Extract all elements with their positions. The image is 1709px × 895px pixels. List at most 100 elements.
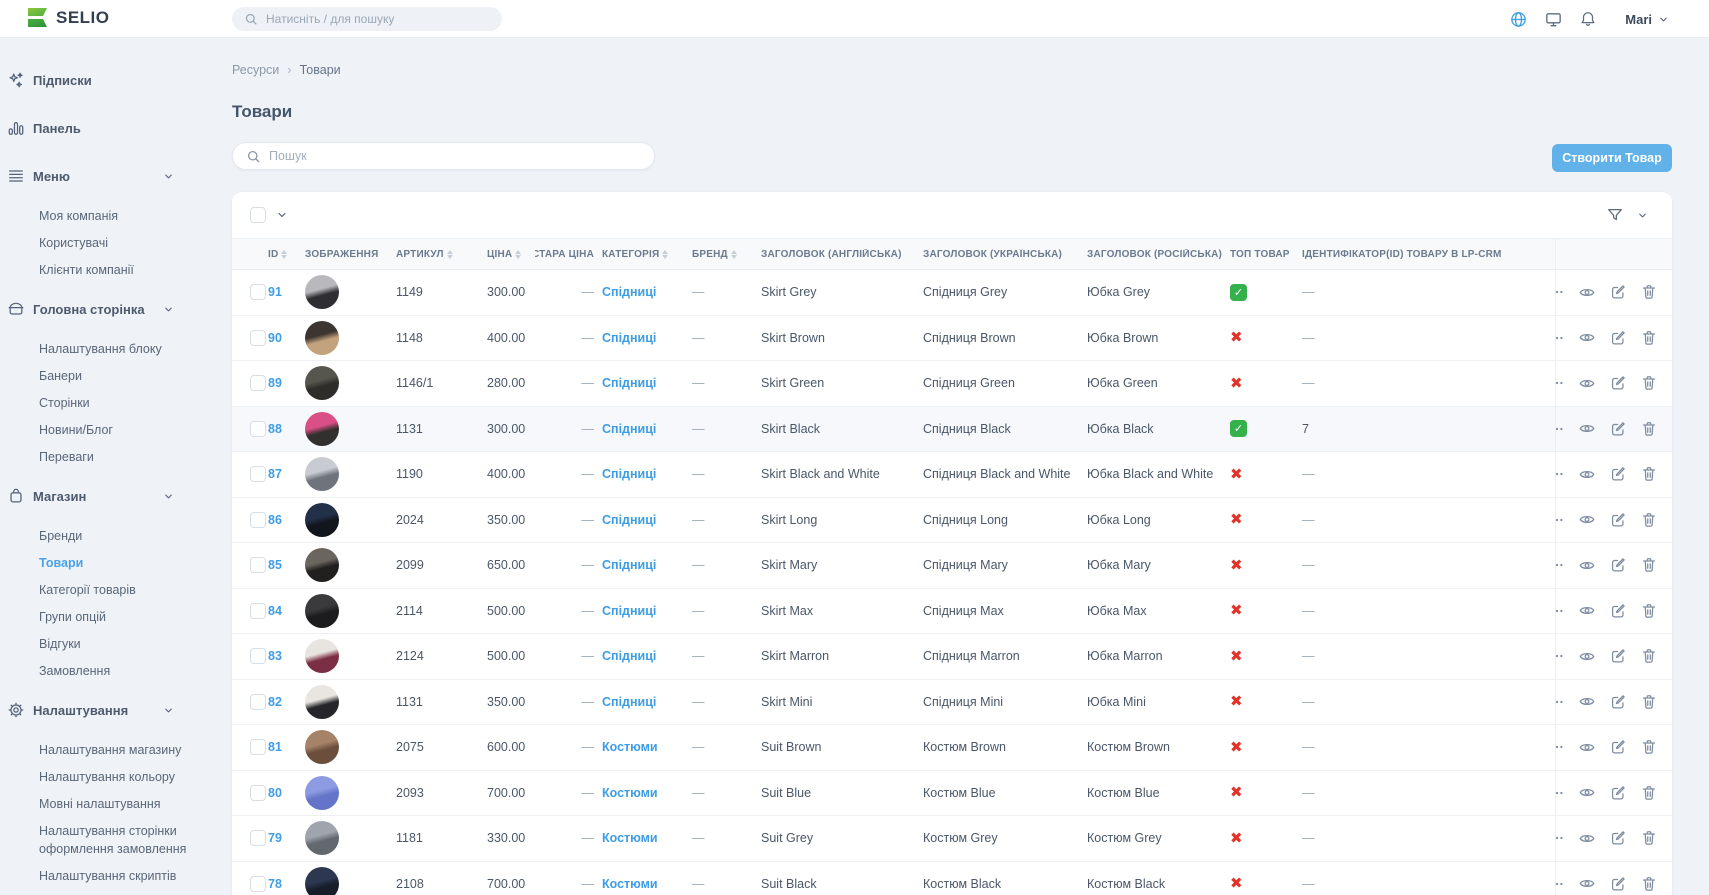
product-id-link[interactable]: 89	[268, 376, 282, 391]
sort-icon[interactable]	[281, 249, 288, 259]
delete-button[interactable]	[1640, 602, 1658, 620]
sidebar-subitem-option-groups[interactable]: Групи опцій	[6, 608, 191, 626]
sidebar-subitem-banners[interactable]: Банери	[6, 367, 191, 385]
product-category-link[interactable]: Спідниці	[602, 467, 657, 482]
more-actions-button[interactable]	[1556, 374, 1565, 392]
more-actions-button[interactable]	[1556, 602, 1565, 620]
product-category-link[interactable]: Спідниці	[602, 603, 657, 618]
more-actions-button[interactable]	[1556, 875, 1565, 893]
sidebar-subitem-benefits[interactable]: Переваги	[6, 448, 191, 466]
sidebar-subitem-my-company[interactable]: Моя компанія	[6, 207, 191, 225]
sidebar-subitem-shop-settings[interactable]: Налаштування магазину	[6, 741, 191, 759]
sidebar-item-shop[interactable]: Магазин	[6, 479, 210, 513]
row-checkbox[interactable]	[250, 466, 266, 483]
product-id-link[interactable]: 83	[268, 649, 282, 664]
sidebar-subitem-script-settings[interactable]: Налаштування скриптів	[6, 867, 191, 885]
edit-button[interactable]	[1609, 602, 1627, 620]
column-header-3[interactable]: АРТИКУЛ	[394, 249, 485, 260]
sidebar-subitem-users[interactable]: Користувачі	[6, 234, 191, 252]
brand-logo[interactable]: SELIO	[27, 7, 110, 28]
row-checkbox[interactable]	[250, 329, 266, 346]
product-id-link[interactable]: 80	[268, 785, 282, 800]
delete-button[interactable]	[1640, 556, 1658, 574]
delete-button[interactable]	[1640, 693, 1658, 711]
edit-button[interactable]	[1609, 829, 1627, 847]
global-search-input[interactable]: Натисніть / для пошуку	[232, 7, 502, 31]
select-actions-chevron-icon[interactable]	[276, 209, 288, 221]
more-actions-button[interactable]	[1556, 420, 1565, 438]
view-button[interactable]	[1578, 420, 1596, 438]
row-checkbox[interactable]	[250, 557, 266, 574]
view-button[interactable]	[1578, 329, 1596, 347]
filter-chevron-icon[interactable]	[1637, 210, 1648, 221]
column-header-6[interactable]: КАТЕГОРІЯ	[598, 249, 685, 260]
sidebar-subitem-products[interactable]: Товари	[6, 554, 191, 572]
view-button[interactable]	[1578, 556, 1596, 574]
column-header-1[interactable]: ID	[268, 249, 302, 260]
product-category-link[interactable]: Костюми	[602, 876, 658, 891]
column-header-4[interactable]: ЦІНА	[485, 249, 535, 260]
column-header-7[interactable]: БРЕНД	[685, 249, 757, 260]
view-button[interactable]	[1578, 693, 1596, 711]
more-actions-button[interactable]	[1556, 784, 1565, 802]
sidebar-item-subscriptions[interactable]: Підписки	[6, 63, 210, 97]
sort-icon[interactable]	[730, 249, 737, 259]
more-actions-button[interactable]	[1556, 465, 1565, 483]
sort-icon[interactable]	[446, 249, 453, 259]
row-checkbox[interactable]	[250, 648, 266, 665]
view-button[interactable]	[1578, 875, 1596, 893]
edit-button[interactable]	[1609, 647, 1627, 665]
view-button[interactable]	[1578, 784, 1596, 802]
sidebar-item-dashboard[interactable]: Панель	[6, 111, 210, 145]
more-actions-button[interactable]	[1556, 693, 1565, 711]
delete-button[interactable]	[1640, 647, 1658, 665]
row-checkbox[interactable]	[250, 739, 266, 756]
sidebar-subitem-brands[interactable]: Бренди	[6, 527, 191, 545]
view-button[interactable]	[1578, 738, 1596, 756]
edit-button[interactable]	[1609, 511, 1627, 529]
row-checkbox[interactable]	[250, 511, 266, 528]
edit-button[interactable]	[1609, 738, 1627, 756]
row-checkbox[interactable]	[250, 693, 266, 710]
edit-button[interactable]	[1609, 420, 1627, 438]
select-all-checkbox[interactable]	[250, 207, 266, 223]
product-id-link[interactable]: 88	[268, 421, 282, 436]
row-checkbox[interactable]	[250, 875, 266, 892]
user-menu[interactable]: Mari	[1625, 12, 1669, 27]
products-search-input[interactable]: Пошук	[232, 142, 655, 170]
product-id-link[interactable]: 87	[268, 467, 282, 482]
sidebar-subitem-color-settings[interactable]: Налаштування кольору	[6, 768, 191, 786]
delete-button[interactable]	[1640, 511, 1658, 529]
product-id-link[interactable]: 85	[268, 558, 282, 573]
more-actions-button[interactable]	[1556, 738, 1565, 756]
product-category-link[interactable]: Костюми	[602, 785, 658, 800]
sidebar-item-menu[interactable]: Меню	[6, 159, 210, 193]
delete-button[interactable]	[1640, 420, 1658, 438]
edit-button[interactable]	[1609, 283, 1627, 301]
product-category-link[interactable]: Спідниці	[602, 285, 657, 300]
view-button[interactable]	[1578, 283, 1596, 301]
edit-button[interactable]	[1609, 374, 1627, 392]
row-checkbox[interactable]	[250, 375, 266, 392]
row-checkbox[interactable]	[250, 784, 266, 801]
view-button[interactable]	[1578, 602, 1596, 620]
product-id-link[interactable]: 82	[268, 694, 282, 709]
row-checkbox[interactable]	[250, 420, 266, 437]
edit-button[interactable]	[1609, 875, 1627, 893]
delete-button[interactable]	[1640, 283, 1658, 301]
delete-button[interactable]	[1640, 784, 1658, 802]
product-category-link[interactable]: Спідниці	[602, 421, 657, 436]
edit-button[interactable]	[1609, 329, 1627, 347]
delete-button[interactable]	[1640, 374, 1658, 392]
view-button[interactable]	[1578, 511, 1596, 529]
row-checkbox[interactable]	[250, 284, 266, 301]
sidebar-item-home-page[interactable]: Головна сторінка	[6, 292, 210, 326]
sidebar-subitem-company-clients[interactable]: Клієнти компанії	[6, 261, 191, 279]
product-category-link[interactable]: Спідниці	[602, 694, 657, 709]
product-id-link[interactable]: 79	[268, 831, 282, 846]
view-button[interactable]	[1578, 374, 1596, 392]
bell-icon[interactable]	[1578, 9, 1598, 29]
product-category-link[interactable]: Костюми	[602, 831, 658, 846]
view-button[interactable]	[1578, 465, 1596, 483]
sidebar-subitem-news-blog[interactable]: Новини/Блог	[6, 421, 191, 439]
